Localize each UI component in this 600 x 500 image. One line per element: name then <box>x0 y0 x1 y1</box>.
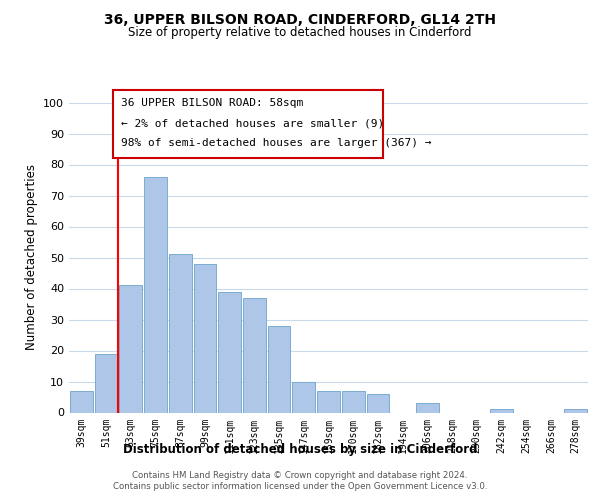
Bar <box>119 286 142 412</box>
Text: Distribution of detached houses by size in Cinderford: Distribution of detached houses by size … <box>123 442 477 456</box>
Bar <box>490 410 513 412</box>
Y-axis label: Number of detached properties: Number of detached properties <box>25 164 38 350</box>
Bar <box>70 391 93 412</box>
Bar <box>169 254 191 412</box>
Text: Size of property relative to detached houses in Cinderford: Size of property relative to detached ho… <box>128 26 472 39</box>
Bar <box>144 177 167 412</box>
Text: 36 UPPER BILSON ROAD: 58sqm: 36 UPPER BILSON ROAD: 58sqm <box>121 98 303 108</box>
FancyBboxPatch shape <box>113 90 383 158</box>
Bar <box>243 298 266 412</box>
Text: Contains HM Land Registry data © Crown copyright and database right 2024.: Contains HM Land Registry data © Crown c… <box>132 471 468 480</box>
Text: ← 2% of detached houses are smaller (9): ← 2% of detached houses are smaller (9) <box>121 118 384 128</box>
Bar <box>416 403 439 412</box>
Bar <box>218 292 241 412</box>
Bar <box>268 326 290 412</box>
Bar <box>317 391 340 412</box>
Bar <box>564 410 587 412</box>
Bar <box>342 391 365 412</box>
Text: 36, UPPER BILSON ROAD, CINDERFORD, GL14 2TH: 36, UPPER BILSON ROAD, CINDERFORD, GL14 … <box>104 12 496 26</box>
Bar <box>95 354 118 412</box>
Bar <box>292 382 315 412</box>
Bar <box>367 394 389 412</box>
Text: 98% of semi-detached houses are larger (367) →: 98% of semi-detached houses are larger (… <box>121 138 431 148</box>
Bar <box>194 264 216 412</box>
Text: Contains public sector information licensed under the Open Government Licence v3: Contains public sector information licen… <box>113 482 487 491</box>
